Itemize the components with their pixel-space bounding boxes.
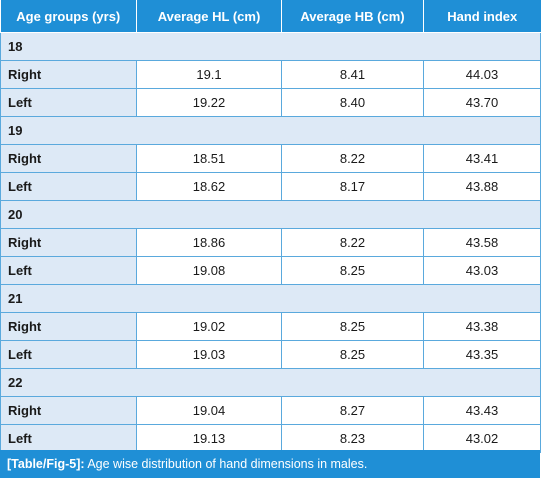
hb-value: 8.22 <box>281 228 424 257</box>
hb-value: 8.27 <box>281 396 424 425</box>
age-group-row: 19 <box>0 116 541 145</box>
hb-value: 8.40 <box>281 88 424 117</box>
header-hand-index: Hand index <box>423 0 541 33</box>
hb-value: 8.25 <box>281 256 424 285</box>
side-label: Left <box>0 340 137 369</box>
hb-value: 8.23 <box>281 424 424 453</box>
header-average-hb: Average HB (cm) <box>281 0 424 33</box>
hand-index-value: 43.02 <box>423 424 541 453</box>
hand-index-value: 43.43 <box>423 396 541 425</box>
age-group-label: 18 <box>0 32 541 61</box>
hand-dimensions-table: Age groups (yrs) Average HL (cm) Average… <box>0 0 541 453</box>
age-group-row: 22 <box>0 368 541 397</box>
hand-index-value: 43.03 <box>423 256 541 285</box>
table-row: Left 19.03 8.25 43.35 <box>0 340 541 369</box>
table-header-row: Age groups (yrs) Average HL (cm) Average… <box>0 0 541 33</box>
figure-reference: [Table/Fig-5]: <box>7 457 85 471</box>
side-label: Right <box>0 60 137 89</box>
side-label: Left <box>0 88 137 117</box>
side-label: Left <box>0 424 137 453</box>
hb-value: 8.22 <box>281 144 424 173</box>
table-row: Left 19.22 8.40 43.70 <box>0 88 541 117</box>
table-row: Right 19.1 8.41 44.03 <box>0 60 541 89</box>
hl-value: 19.13 <box>136 424 282 453</box>
table-row: Right 18.86 8.22 43.58 <box>0 228 541 257</box>
hb-value: 8.25 <box>281 340 424 369</box>
side-label: Right <box>0 144 137 173</box>
side-label: Right <box>0 312 137 341</box>
table-row: Left 19.13 8.23 43.02 <box>0 424 541 453</box>
hand-index-value: 44.03 <box>423 60 541 89</box>
hand-index-value: 43.70 <box>423 88 541 117</box>
hl-value: 19.1 <box>136 60 282 89</box>
header-age-groups: Age groups (yrs) <box>0 0 137 33</box>
hl-value: 19.04 <box>136 396 282 425</box>
hl-value: 19.03 <box>136 340 282 369</box>
table-row: Right 19.02 8.25 43.38 <box>0 312 541 341</box>
age-group-label: 20 <box>0 200 541 229</box>
hand-index-value: 43.88 <box>423 172 541 201</box>
figure-caption: [Table/Fig-5]: Age wise distribution of … <box>0 450 540 478</box>
table-row: Left 19.08 8.25 43.03 <box>0 256 541 285</box>
side-label: Left <box>0 256 137 285</box>
hl-value: 18.62 <box>136 172 282 201</box>
side-label: Right <box>0 396 137 425</box>
age-group-label: 22 <box>0 368 541 397</box>
table-row: Right 18.51 8.22 43.41 <box>0 144 541 173</box>
age-group-label: 21 <box>0 284 541 313</box>
side-label: Left <box>0 172 137 201</box>
hl-value: 19.22 <box>136 88 282 117</box>
hl-value: 18.51 <box>136 144 282 173</box>
side-label: Right <box>0 228 137 257</box>
header-average-hl: Average HL (cm) <box>136 0 282 33</box>
age-group-row: 21 <box>0 284 541 313</box>
caption-text: Age wise distribution of hand dimensions… <box>84 457 368 471</box>
hl-value: 19.08 <box>136 256 282 285</box>
age-group-row: 18 <box>0 32 541 61</box>
age-group-label: 19 <box>0 116 541 145</box>
age-group-row: 20 <box>0 200 541 229</box>
table-row: Left 18.62 8.17 43.88 <box>0 172 541 201</box>
hand-index-value: 43.41 <box>423 144 541 173</box>
hb-value: 8.41 <box>281 60 424 89</box>
hand-index-value: 43.58 <box>423 228 541 257</box>
hl-value: 18.86 <box>136 228 282 257</box>
hb-value: 8.17 <box>281 172 424 201</box>
hl-value: 19.02 <box>136 312 282 341</box>
hand-index-value: 43.35 <box>423 340 541 369</box>
hand-index-value: 43.38 <box>423 312 541 341</box>
hb-value: 8.25 <box>281 312 424 341</box>
table-row: Right 19.04 8.27 43.43 <box>0 396 541 425</box>
